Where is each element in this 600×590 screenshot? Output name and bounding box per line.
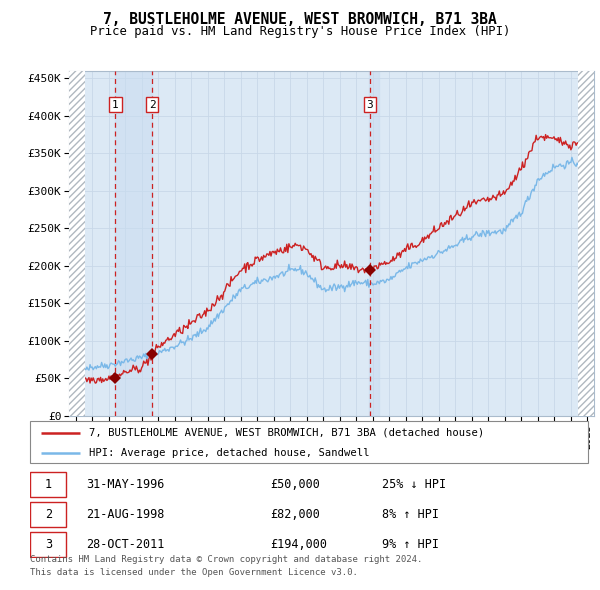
- Text: This data is licensed under the Open Government Licence v3.0.: This data is licensed under the Open Gov…: [30, 568, 358, 577]
- Text: 9% ↑ HPI: 9% ↑ HPI: [382, 538, 439, 551]
- Text: 1: 1: [112, 100, 119, 110]
- Text: 25% ↓ HPI: 25% ↓ HPI: [382, 478, 446, 491]
- Text: 28-OCT-2011: 28-OCT-2011: [86, 538, 164, 551]
- Text: Contains HM Land Registry data © Crown copyright and database right 2024.: Contains HM Land Registry data © Crown c…: [30, 555, 422, 563]
- Text: 31-MAY-1996: 31-MAY-1996: [86, 478, 164, 491]
- FancyBboxPatch shape: [30, 502, 66, 527]
- Text: £194,000: £194,000: [270, 538, 327, 551]
- Text: 7, BUSTLEHOLME AVENUE, WEST BROMWICH, B71 3BA (detached house): 7, BUSTLEHOLME AVENUE, WEST BROMWICH, B7…: [89, 428, 484, 438]
- Text: HPI: Average price, detached house, Sandwell: HPI: Average price, detached house, Sand…: [89, 448, 369, 457]
- Text: 21-AUG-1998: 21-AUG-1998: [86, 508, 164, 521]
- Text: 3: 3: [367, 100, 373, 110]
- Text: 3: 3: [45, 538, 52, 551]
- Text: 1: 1: [45, 478, 52, 491]
- Bar: [69, 71, 85, 416]
- Bar: [115, 71, 152, 416]
- Bar: [578, 71, 594, 416]
- Text: 2: 2: [45, 508, 52, 521]
- Text: 8% ↑ HPI: 8% ↑ HPI: [382, 508, 439, 521]
- Text: £50,000: £50,000: [270, 478, 320, 491]
- FancyBboxPatch shape: [30, 472, 66, 497]
- Text: £82,000: £82,000: [270, 508, 320, 521]
- Text: Price paid vs. HM Land Registry's House Price Index (HPI): Price paid vs. HM Land Registry's House …: [90, 25, 510, 38]
- Bar: [369, 71, 379, 416]
- Text: 2: 2: [149, 100, 155, 110]
- FancyBboxPatch shape: [30, 532, 66, 557]
- Text: 7, BUSTLEHOLME AVENUE, WEST BROMWICH, B71 3BA: 7, BUSTLEHOLME AVENUE, WEST BROMWICH, B7…: [103, 12, 497, 27]
